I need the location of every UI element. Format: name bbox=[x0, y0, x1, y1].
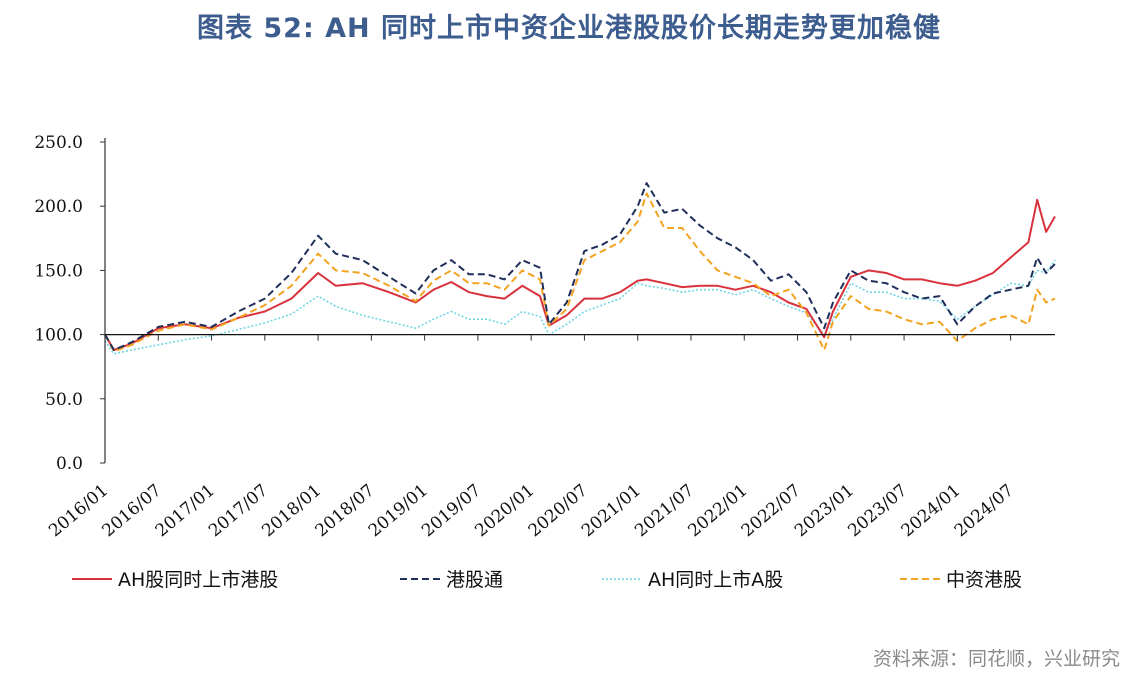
x-tick-label: 2019/01 bbox=[365, 481, 432, 542]
series-line-1 bbox=[104, 182, 1056, 351]
x-tick-label: 2021/01 bbox=[578, 481, 645, 542]
series-layer bbox=[104, 182, 1056, 355]
y-tick-label: 50.0 bbox=[45, 390, 83, 410]
y-tick-label: 200.0 bbox=[34, 197, 83, 217]
x-tick-label: 2022/01 bbox=[685, 481, 752, 542]
x-tick-label: 2023/01 bbox=[791, 481, 858, 542]
y-tick-label: 100.0 bbox=[34, 326, 83, 346]
y-tick-label: 0.0 bbox=[56, 454, 83, 474]
series-line-0 bbox=[104, 198, 1056, 351]
x-tick-label: 2018/07 bbox=[312, 481, 379, 542]
x-tick-label: 2021/07 bbox=[631, 481, 698, 542]
x-tick-label: 2016/01 bbox=[45, 481, 112, 542]
axis-layer: 0.0 50.0 100.0 150.0 200.0 250.0 2016/012016/0… bbox=[34, 133, 1055, 541]
x-tick-label: 2020/07 bbox=[525, 481, 592, 542]
x-tick-label: 2017/01 bbox=[152, 481, 219, 542]
x-tick-label: 2018/01 bbox=[258, 481, 325, 542]
x-tick-label: 2023/07 bbox=[844, 481, 911, 542]
y-tick-label: 150.0 bbox=[34, 261, 83, 281]
x-tick-label: 2024/07 bbox=[951, 481, 1018, 542]
series-line-2 bbox=[104, 259, 1056, 355]
legend: AH股同时上市港股 港股通 AH同时上市A股 中资港股 bbox=[72, 569, 1022, 591]
source-note: 资料来源：同花顺，兴业研究 bbox=[872, 648, 1120, 670]
x-tick-label: 2020/01 bbox=[471, 481, 538, 542]
legend-label-3: 中资港股 bbox=[946, 569, 1022, 591]
y-tick-label: 250.0 bbox=[34, 133, 83, 153]
legend-label-0: AH股同时上市港股 bbox=[118, 569, 278, 591]
series-line-3 bbox=[104, 192, 1056, 353]
legend-label-1: 港股通 bbox=[446, 569, 503, 591]
legend-label-2: AH同时上市A股 bbox=[648, 569, 783, 591]
line-chart: 0.0 50.0 100.0 150.0 200.0 250.0 2016/012016/0… bbox=[34, 133, 1056, 591]
x-tick-label: 2024/01 bbox=[898, 481, 965, 542]
chart-title: 图表 52: AH 同时上市中资企业港股股价长期走势更加稳健 bbox=[196, 13, 942, 44]
x-tick-label: 2022/07 bbox=[738, 481, 805, 542]
x-tick-label: 2016/07 bbox=[99, 481, 166, 542]
x-tick-label: 2017/07 bbox=[205, 481, 272, 542]
x-tick-label: 2019/07 bbox=[418, 481, 485, 542]
